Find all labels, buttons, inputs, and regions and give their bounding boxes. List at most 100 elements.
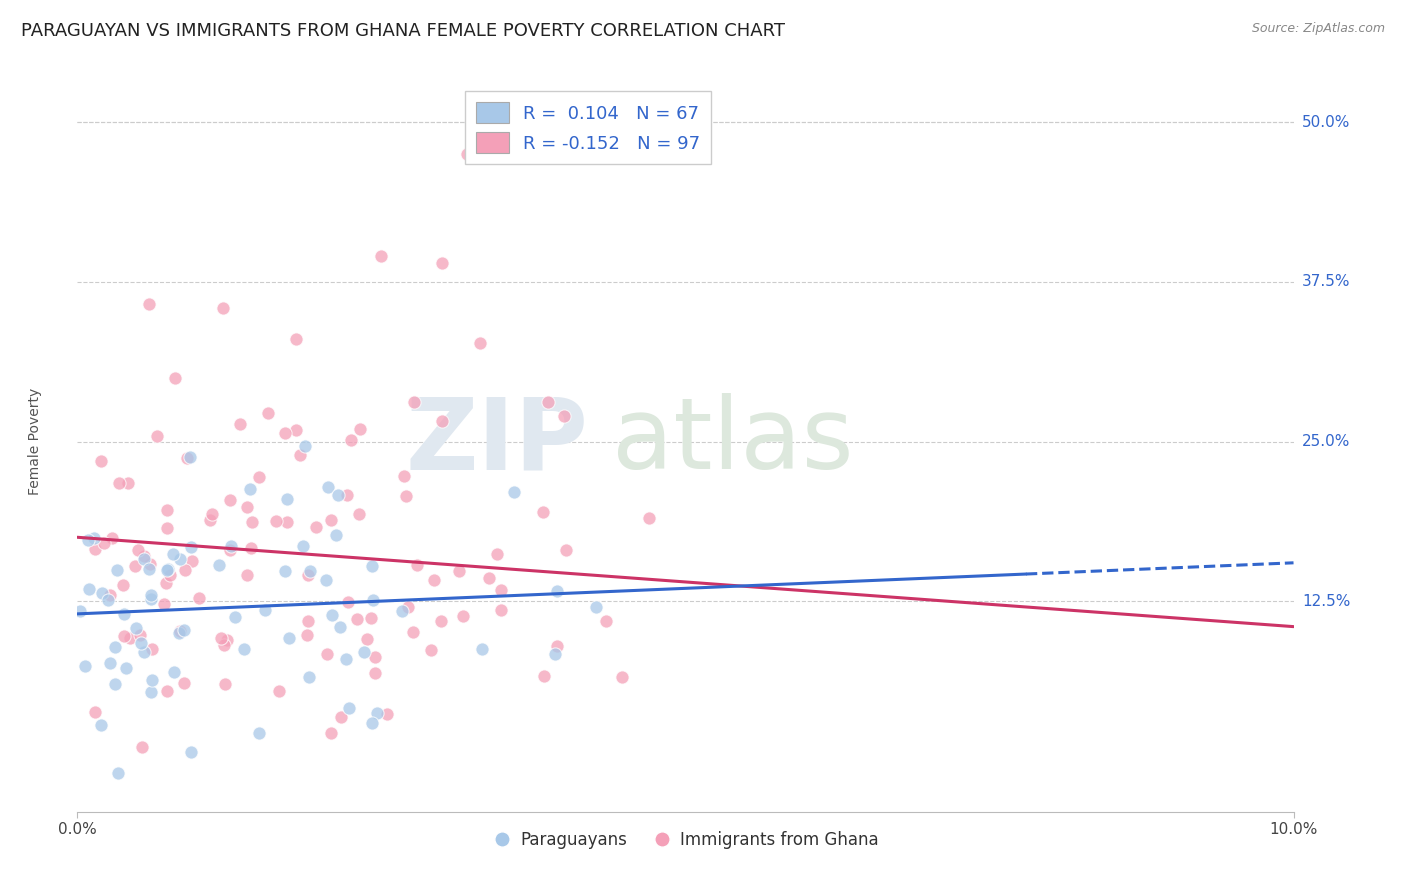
- Point: [290, 448, 312, 462]
- Point: [104, 677, 127, 691]
- Point: [156, 563, 179, 577]
- Point: [277, 631, 299, 645]
- Point: [169, 552, 191, 566]
- Point: [239, 541, 262, 556]
- Point: [152, 597, 174, 611]
- Point: [214, 677, 236, 691]
- Text: ZIP: ZIP: [405, 393, 588, 490]
- Point: [276, 491, 298, 506]
- Point: [298, 565, 321, 579]
- Point: [364, 650, 387, 665]
- Point: [159, 568, 181, 582]
- Point: [125, 622, 148, 636]
- Point: [503, 484, 526, 499]
- Point: [305, 519, 328, 533]
- Point: [219, 493, 242, 508]
- Point: [162, 665, 184, 679]
- Point: [336, 595, 359, 609]
- Point: [91, 586, 114, 600]
- Point: [451, 608, 474, 623]
- Text: atlas: atlas: [613, 393, 853, 490]
- Point: [430, 614, 453, 628]
- Point: [188, 591, 211, 605]
- Point: [456, 147, 478, 161]
- Point: [73, 658, 96, 673]
- Point: [356, 632, 378, 646]
- Point: [141, 685, 163, 699]
- Point: [285, 423, 308, 437]
- Point: [156, 562, 179, 576]
- Point: [240, 516, 263, 530]
- Point: [173, 623, 195, 637]
- Point: [470, 336, 492, 351]
- Point: [395, 489, 418, 503]
- Point: [347, 507, 370, 521]
- Point: [163, 370, 186, 384]
- Text: Female Poverty: Female Poverty: [28, 388, 42, 495]
- Point: [346, 612, 368, 626]
- Point: [391, 604, 413, 618]
- Point: [267, 684, 290, 698]
- Point: [77, 582, 100, 596]
- Point: [117, 475, 139, 490]
- Point: [447, 564, 470, 578]
- Point: [297, 614, 319, 628]
- Point: [229, 417, 252, 431]
- Text: PARAGUAYAN VS IMMIGRANTS FROM GHANA FEMALE POVERTY CORRELATION CHART: PARAGUAYAN VS IMMIGRANTS FROM GHANA FEMA…: [21, 22, 785, 40]
- Point: [544, 647, 567, 661]
- Legend: Paraguayans, Immigrants from Ghana: Paraguayans, Immigrants from Ghana: [485, 824, 886, 855]
- Point: [336, 488, 359, 502]
- Point: [209, 632, 232, 646]
- Point: [138, 297, 160, 311]
- Point: [315, 574, 337, 588]
- Point: [285, 333, 308, 347]
- Point: [319, 513, 342, 527]
- Point: [131, 739, 153, 754]
- Point: [107, 766, 129, 780]
- Point: [360, 611, 382, 625]
- Point: [115, 660, 138, 674]
- Point: [264, 514, 287, 528]
- Point: [208, 558, 231, 572]
- Point: [298, 670, 321, 684]
- Point: [139, 588, 162, 602]
- Point: [553, 409, 575, 423]
- Text: 37.5%: 37.5%: [1302, 275, 1350, 290]
- Point: [353, 645, 375, 659]
- Point: [531, 505, 554, 519]
- Point: [402, 624, 425, 639]
- Point: [321, 726, 343, 740]
- Point: [105, 563, 128, 577]
- Point: [325, 528, 347, 542]
- Point: [224, 609, 246, 624]
- Point: [546, 639, 568, 653]
- Point: [174, 563, 197, 577]
- Point: [349, 422, 371, 436]
- Point: [432, 413, 454, 427]
- Point: [423, 574, 446, 588]
- Point: [361, 559, 384, 574]
- Point: [546, 584, 568, 599]
- Point: [340, 433, 363, 447]
- Point: [489, 602, 512, 616]
- Point: [76, 533, 98, 548]
- Point: [478, 571, 501, 585]
- Point: [176, 450, 198, 465]
- Point: [156, 683, 179, 698]
- Point: [330, 710, 353, 724]
- Point: [83, 531, 105, 545]
- Point: [236, 568, 259, 582]
- Point: [326, 488, 349, 502]
- Point: [100, 656, 122, 670]
- Point: [297, 568, 319, 582]
- Point: [155, 575, 177, 590]
- Point: [232, 641, 254, 656]
- Point: [134, 552, 156, 566]
- Point: [84, 542, 107, 557]
- Point: [162, 547, 184, 561]
- Point: [180, 554, 202, 568]
- Point: [485, 548, 508, 562]
- Point: [169, 624, 191, 639]
- Point: [132, 549, 155, 563]
- Point: [405, 558, 427, 572]
